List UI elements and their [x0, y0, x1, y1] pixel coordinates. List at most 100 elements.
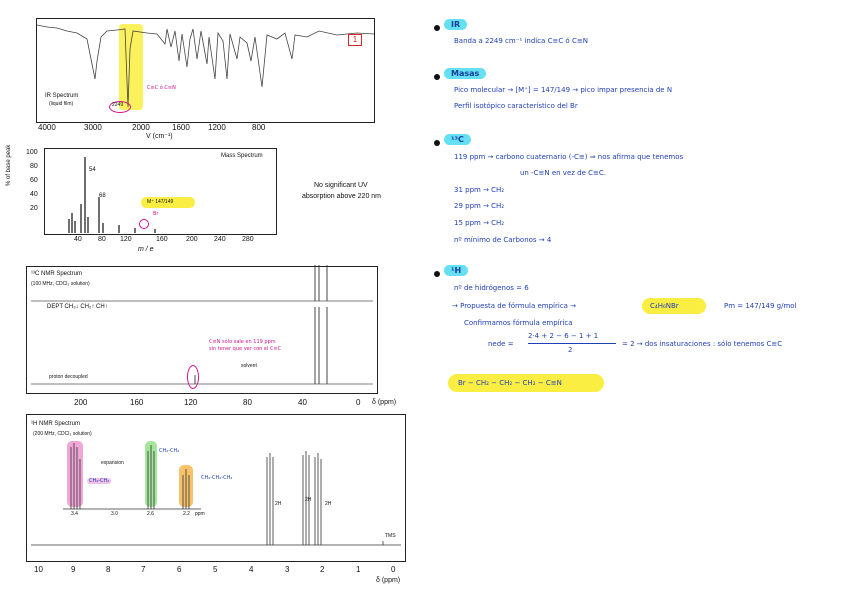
uv-note-line2: absorption above 220 nm: [302, 193, 381, 200]
mass-xtick-240: 240: [214, 236, 226, 243]
c13-note-line2: sin tener que ver con el C≡C: [209, 346, 282, 352]
ir-tick-800: 800: [252, 123, 266, 132]
ir-tick-2000: 2000: [132, 123, 150, 132]
mass-ylabel: % of base peak: [6, 144, 12, 186]
heading-c13: ¹³C: [444, 134, 471, 145]
c13-text-6: nº mínimo de Carbonos → 4: [454, 236, 552, 244]
integral-1: 2H: [275, 501, 282, 507]
mass-ytick-60: 60: [30, 177, 38, 184]
integral-2: 2H: [305, 497, 312, 503]
c13-xtick-80: 80: [243, 398, 252, 407]
heading-h1: ¹H: [444, 265, 469, 276]
mass-mplus-highlight: [141, 197, 195, 208]
bullet-h1: [434, 271, 440, 277]
nede-fraction-bar: [528, 343, 616, 344]
c13-text-2: un -C≡N en vez de C≡C.: [520, 169, 606, 177]
ir-peak-label: 2249: [112, 102, 124, 108]
h1-xlabel: δ (ppm): [376, 577, 401, 584]
ir-tick-1600: 1600: [172, 123, 190, 132]
inset-tick-ppm: ppm: [195, 511, 205, 517]
h1-xtick-0: 0: [391, 565, 396, 574]
ir-subtitle: (liquid film): [49, 101, 74, 107]
mass-xlabel: m / e: [138, 246, 154, 253]
nede-numerator: 2·4 + 2 − 6 − 1 + 1: [528, 332, 599, 340]
inset-tick-3-4: 3.4: [71, 511, 78, 517]
c13-xtick-160: 160: [130, 398, 144, 407]
c13-text-1: 119 ppm → carbono cuaternario (-C≡) ⇒ no…: [454, 153, 684, 161]
heading-ir: IR: [444, 19, 468, 30]
mass-ytick-100: 100: [26, 149, 38, 156]
ir-tick-3000: 3000: [84, 123, 102, 132]
mass-mplus-label: M⁺ 147/149: [147, 199, 174, 205]
bullet-c13: [434, 140, 440, 146]
h1-subtitle: (200 MHz, CDCl₃ solution): [33, 431, 92, 437]
c13-note-line1: C≡N sólo sale en 119 ppm: [209, 339, 276, 345]
h1-text-4: Confirmamos fórmula empírica: [464, 319, 573, 327]
h1-xtick-3: 3: [285, 565, 290, 574]
uv-note-line1: No significant UV: [314, 182, 368, 189]
c13-119-circle: [187, 365, 199, 389]
ir-tick-1200: 1200: [208, 123, 226, 132]
mass-ytick-20: 20: [30, 205, 38, 212]
c13-subtitle: (100 MHz, CDCl₃ solution): [31, 281, 90, 287]
h1-nmr-panel: ¹H NMR Spectrum (200 MHz, CDCl₃ solution…: [26, 414, 406, 562]
c13-xlabel: δ (ppm): [372, 399, 397, 406]
c13-xtick-0: 0: [356, 398, 361, 407]
h1-text-3: Pm = 147/149 g/mol: [724, 302, 797, 310]
answer-highlight: [448, 374, 604, 392]
h1-xtick-7: 7: [141, 565, 146, 574]
tag-orange: CH₂-CH₂-CH₂: [201, 475, 233, 481]
h1-text-1: nº de hidrógenos = 6: [454, 284, 529, 292]
mass-ytick-80: 80: [30, 163, 38, 170]
tag-pink: CH₂-CH₂: [87, 478, 112, 484]
tag-green: CH₂-CH₂: [159, 448, 180, 454]
integral-3: 2H: [325, 501, 332, 507]
h1-tms: TMS: [385, 533, 396, 539]
mass-xtick-120: 120: [120, 236, 132, 243]
ir-peak-circle: [109, 101, 131, 113]
nede-label: nede =: [488, 340, 514, 348]
c13-xtick-200: 200: [74, 398, 88, 407]
c13-traces: [31, 265, 373, 385]
h1-xtick-1: 1: [356, 565, 361, 574]
mass-xtick-200: 200: [186, 236, 198, 243]
mass-title: Mass Spectrum: [221, 153, 263, 159]
c13-xtick-40: 40: [298, 398, 307, 407]
c13-text-4: 29 ppm → CH₂: [454, 202, 505, 210]
ir-xlabel: V (cm⁻¹): [146, 133, 173, 140]
h1-text-2: → Propuesta de fórmula empírica →: [452, 302, 577, 310]
ir-spectrum-panel: 2249 C≡C ó C≡N IR Spectrum (liquid film): [36, 18, 375, 123]
mass-ytick-40: 40: [30, 191, 38, 198]
c13-title: ¹³C NMR Spectrum: [31, 271, 83, 277]
c13-nmr-panel: ¹³C NMR Spectrum (100 MHz, CDCl₃ solutio…: [26, 265, 378, 394]
nede-denominator: 2: [568, 346, 573, 354]
mass-spectrum-panel: Mass Spectrum 54 68 M⁺ 147/149 Br: [44, 148, 277, 235]
masas-line-1: Pico molecular → [M⁺] = 147/149 → pico i…: [454, 86, 673, 94]
c13-solvent: solvent: [241, 363, 257, 369]
c13-decoupled: proton decoupled: [49, 374, 88, 380]
mass-xtick-80: 80: [98, 236, 106, 243]
mass-xtick-160: 160: [156, 236, 168, 243]
h1-title: ¹H NMR Spectrum: [31, 421, 81, 427]
formula: C₄H₆NBr: [650, 302, 679, 310]
h1-expansion-label: expansion: [101, 460, 124, 466]
ir-note: C≡C ó C≡N: [147, 85, 176, 91]
ir-highlight: [119, 24, 143, 110]
bullet-ir: [434, 25, 440, 31]
mass-peak-54: 54: [89, 167, 96, 173]
mass-br-circle: [139, 219, 149, 229]
h1-xtick-8: 8: [106, 565, 111, 574]
mass-peaks: [68, 157, 156, 233]
mass-peak-68: 68: [99, 193, 106, 199]
nede-result: = 2 → dos insaturaciones : sólo tenemos …: [622, 340, 783, 348]
ir-text: Banda a 2249 cm⁻¹ indica C≡C ó C≡N: [454, 37, 588, 45]
h1-xtick-4: 4: [249, 565, 254, 574]
mass-xtick-40: 40: [74, 236, 82, 243]
page-number: 1: [348, 34, 362, 46]
mass-br-note: Br: [153, 211, 159, 217]
c13-text-5: 15 ppm → CH₂: [454, 219, 505, 227]
h1-xtick-2: 2: [320, 565, 325, 574]
h1-xtick-5: 5: [213, 565, 218, 574]
inset-tick-2-2: 2.2: [183, 511, 190, 517]
ir-tick-4000: 4000: [38, 123, 56, 132]
